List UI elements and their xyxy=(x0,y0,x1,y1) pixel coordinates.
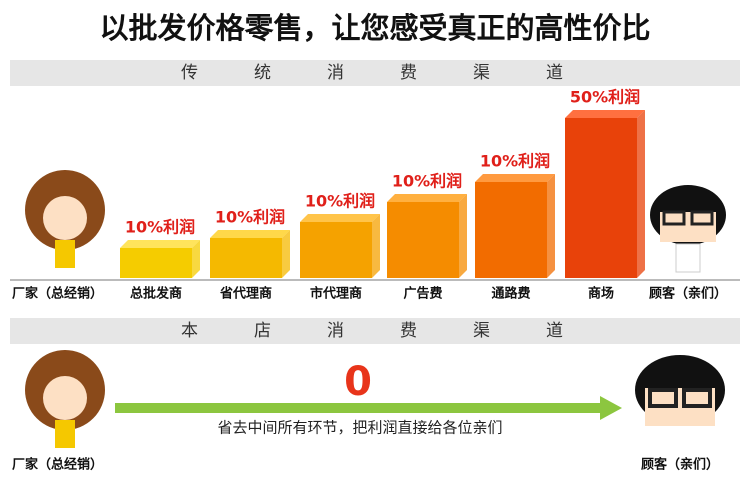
profit-label: 50%利润 xyxy=(570,88,640,107)
section-header: 传统消费渠道 xyxy=(181,63,619,83)
manufacturer-figure xyxy=(25,350,105,448)
stage-label: 总批发商 xyxy=(130,286,182,302)
arrow-head xyxy=(600,396,622,420)
bar-top xyxy=(475,174,555,182)
profit-label: 10%利润 xyxy=(480,152,550,171)
stage-label: 广告费 xyxy=(403,286,442,302)
stage-label: 市代理商 xyxy=(310,286,362,302)
note: 省去中间所有环节，把利润直接给各位亲们 xyxy=(217,419,502,437)
bar-top xyxy=(300,214,380,222)
bar-side xyxy=(547,174,555,278)
bar xyxy=(475,182,547,278)
end-label: 顾客（亲们） xyxy=(641,457,719,473)
stage-label: 省代理商 xyxy=(219,286,272,302)
bar xyxy=(210,238,282,278)
bar xyxy=(120,248,192,278)
profit-label: 10%利润 xyxy=(215,208,285,227)
customer-figure xyxy=(650,185,726,273)
arrow-shaft xyxy=(115,403,605,413)
profit-label: 10%利润 xyxy=(125,218,195,237)
profit-label: 10%利润 xyxy=(305,192,375,211)
stage-label: 通路费 xyxy=(491,286,530,302)
bar xyxy=(300,222,372,278)
header-band xyxy=(10,318,740,344)
bar-top xyxy=(387,194,467,202)
bar-side xyxy=(282,230,290,278)
bar-side xyxy=(459,194,467,278)
customer-figure xyxy=(635,355,725,426)
bar-top xyxy=(565,110,645,118)
zero-profit: 0 xyxy=(344,359,372,405)
bar-side xyxy=(192,240,200,278)
stage-label: 商场 xyxy=(588,286,614,302)
header-band xyxy=(10,60,740,86)
bar xyxy=(565,118,637,278)
end-label: 顾客（亲们） xyxy=(649,286,727,302)
bar-top xyxy=(120,240,200,248)
start-label: 厂家（总经销） xyxy=(12,286,103,302)
manufacturer-figure xyxy=(25,170,105,268)
bar-side xyxy=(637,110,645,278)
bar-top xyxy=(210,230,290,238)
start-label: 厂家（总经销） xyxy=(12,457,103,473)
section-header: 本店消费渠道 xyxy=(181,321,619,341)
profit-label: 10%利润 xyxy=(392,172,462,191)
bar-side xyxy=(372,214,380,278)
title: 以批发价格零售，让您感受真正的高性价比 xyxy=(99,11,650,45)
bar xyxy=(387,202,459,278)
